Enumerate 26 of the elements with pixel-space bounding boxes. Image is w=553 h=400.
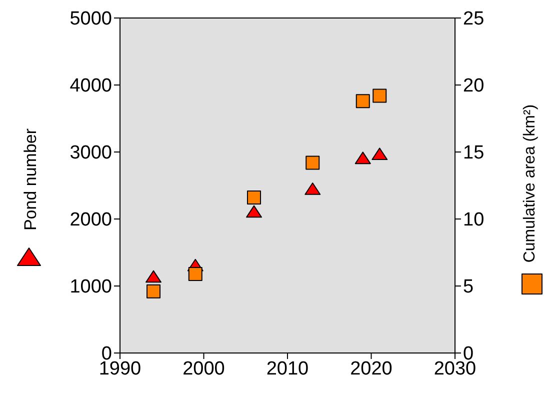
y-tick-label: 5000 xyxy=(70,8,112,30)
y-tick-label: 4000 xyxy=(70,76,112,97)
point xyxy=(306,156,320,170)
y2-tick-label: 10 xyxy=(463,210,484,231)
x-tick-label: 2000 xyxy=(182,358,225,380)
point xyxy=(354,152,371,164)
y2-tick-label: 15 xyxy=(463,142,484,164)
y-tick-label: 2000 xyxy=(70,210,112,231)
x-tick-label: 2010 xyxy=(266,358,309,380)
y2-tick-label: 25 xyxy=(463,8,484,30)
point xyxy=(246,205,262,218)
y-tick-label: 1000 xyxy=(70,276,112,298)
point xyxy=(146,284,160,298)
y-tick-label: 3000 xyxy=(70,142,112,164)
y2-tick-label: 20 xyxy=(463,76,484,97)
point xyxy=(356,94,370,108)
y2-tick-label: 5 xyxy=(463,276,474,298)
point xyxy=(188,266,202,281)
point xyxy=(247,190,261,205)
y-axis-title: Pond number xyxy=(21,128,40,231)
point xyxy=(372,88,387,103)
point xyxy=(146,270,162,283)
x-tick-label: 2020 xyxy=(350,358,392,380)
point xyxy=(304,182,321,195)
y2-axis-title: Cumulative area (km²) xyxy=(522,104,539,263)
point xyxy=(372,148,388,160)
